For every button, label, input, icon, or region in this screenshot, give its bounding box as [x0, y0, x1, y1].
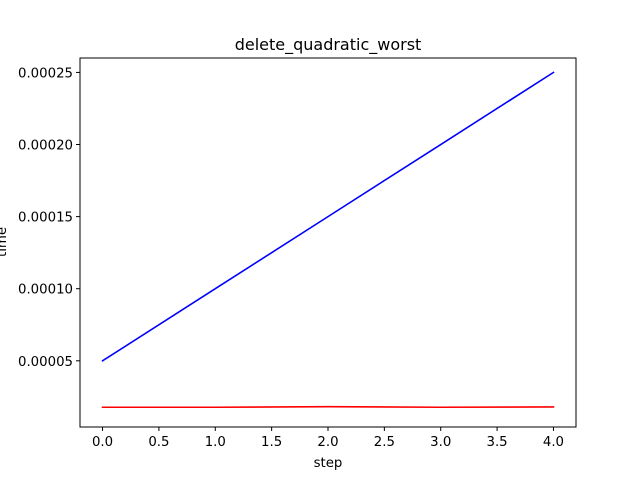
- y-axis: 0.00005 0.00010 0.00015 0.00020 0.00025: [18, 66, 80, 370]
- y-tick-label: 0.00025: [18, 66, 73, 81]
- x-tick-label: 2.5: [374, 435, 395, 450]
- x-tick-label: 2.0: [317, 435, 338, 450]
- y-tick-label: 0.00010: [18, 283, 73, 298]
- y-tick-label: 0.00015: [18, 211, 73, 226]
- y-axis-label: time: [0, 227, 10, 257]
- series-line-2: [101, 405, 555, 409]
- x-tick-label: 1.5: [261, 435, 282, 450]
- x-axis-label: step: [314, 456, 343, 471]
- series-layer: [101, 71, 555, 409]
- x-axis: 0.0 0.5 1.0 1.5 2.0 2.5 3.0 3.5 4.0: [92, 427, 564, 450]
- y-tick-label: 0.00020: [18, 139, 73, 154]
- x-tick-label: 0.5: [148, 435, 169, 450]
- series-line-1: [101, 71, 555, 362]
- x-tick-label: 3.5: [487, 435, 508, 450]
- chart-title: delete_quadratic_worst: [235, 35, 422, 55]
- x-tick-label: 3.0: [430, 435, 451, 450]
- x-tick-label: 0.0: [92, 435, 113, 450]
- y-tick-label: 0.00005: [18, 355, 73, 370]
- x-tick-label: 4.0: [543, 435, 564, 450]
- x-tick-label: 1.0: [205, 435, 226, 450]
